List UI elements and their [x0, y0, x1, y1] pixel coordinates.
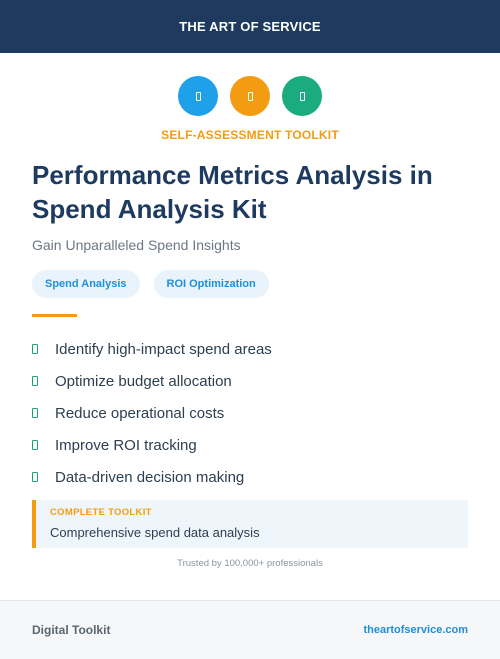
orange-badge-icon: [230, 76, 270, 116]
document-glyph-icon: [247, 91, 253, 101]
list-item: Reduce operational costs: [32, 397, 272, 429]
benefit-text: Identify high-impact spend areas: [55, 340, 272, 358]
benefit-text: Data-driven decision making: [55, 468, 245, 486]
check-icon: [32, 440, 38, 450]
document-glyph-icon: [195, 91, 201, 101]
check-icon: [32, 376, 38, 386]
tag-list: Spend Analysis ROI Optimization: [32, 270, 269, 298]
check-icon: [32, 408, 38, 418]
benefit-list: Identify high-impact spend areas Optimiz…: [32, 333, 272, 493]
page-title: Performance Metrics Analysis in Spend An…: [32, 160, 433, 224]
tag-roi-optimization: ROI Optimization: [153, 270, 269, 298]
document-glyph-icon: [299, 91, 305, 101]
brand-title: THE ART OF SERVICE: [179, 19, 321, 34]
check-icon: [32, 344, 38, 354]
list-item: Improve ROI tracking: [32, 429, 272, 461]
list-item: Data-driven decision making: [32, 461, 272, 493]
blue-badge-icon: [178, 76, 218, 116]
icon-row: [0, 76, 500, 116]
tag-spend-analysis: Spend Analysis: [32, 270, 140, 298]
list-item: Optimize budget allocation: [32, 365, 272, 397]
accent-divider: [32, 314, 77, 317]
list-item: Identify high-impact spend areas: [32, 333, 272, 365]
callout-label: COMPLETE TOOLKIT: [50, 507, 152, 518]
eyebrow-label: SELF-ASSESSMENT TOOLKIT: [161, 128, 339, 142]
green-badge-icon: [282, 76, 322, 116]
benefit-text: Improve ROI tracking: [55, 436, 197, 454]
header-bar: THE ART OF SERVICE: [0, 0, 500, 53]
subtitle: Gain Unparalleled Spend Insights: [32, 237, 241, 253]
footer-bar: Digital Toolkit theartofservice.com: [0, 600, 500, 659]
benefit-text: Reduce operational costs: [55, 404, 225, 422]
callout-text: Comprehensive spend data analysis: [50, 525, 260, 540]
trust-note: Trusted by 100,000+ professionals: [177, 558, 323, 569]
website-link[interactable]: theartofservice.com: [363, 624, 468, 636]
toolkit-callout: COMPLETE TOOLKIT Comprehensive spend dat…: [32, 500, 468, 548]
footer-label: Digital Toolkit: [32, 623, 111, 637]
benefit-text: Optimize budget allocation: [55, 372, 232, 390]
check-icon: [32, 472, 38, 482]
